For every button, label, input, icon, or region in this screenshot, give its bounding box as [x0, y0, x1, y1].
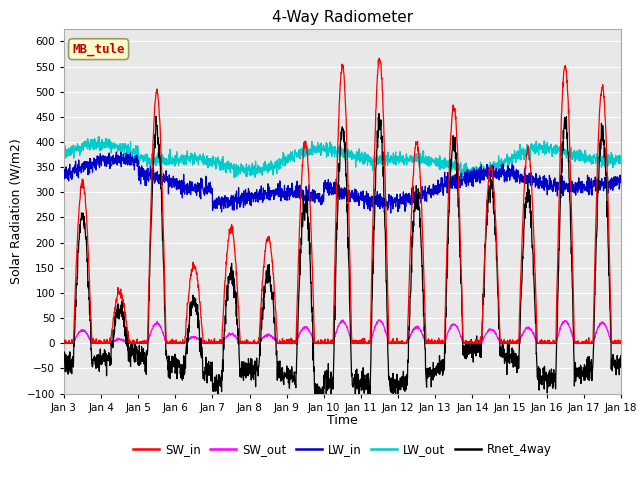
Legend: SW_in, SW_out, LW_in, LW_out, Rnet_4way: SW_in, SW_out, LW_in, LW_out, Rnet_4way — [129, 438, 556, 461]
X-axis label: Time: Time — [327, 414, 358, 427]
Text: MB_tule: MB_tule — [72, 43, 125, 56]
Title: 4-Way Radiometer: 4-Way Radiometer — [272, 10, 413, 25]
Y-axis label: Solar Radiation (W/m2): Solar Radiation (W/m2) — [10, 138, 22, 284]
